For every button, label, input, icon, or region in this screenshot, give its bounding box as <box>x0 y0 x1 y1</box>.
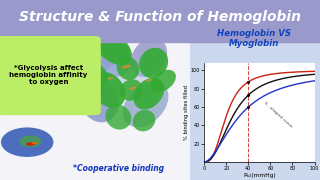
Ellipse shape <box>150 70 176 92</box>
Ellipse shape <box>131 38 167 77</box>
Ellipse shape <box>92 72 125 108</box>
Ellipse shape <box>107 77 114 80</box>
Ellipse shape <box>32 142 37 144</box>
Ellipse shape <box>19 135 42 147</box>
Text: *Cooperative binding: *Cooperative binding <box>73 164 164 173</box>
Ellipse shape <box>84 31 130 77</box>
Text: Structure & Function of Hemoglobin: Structure & Function of Hemoglobin <box>19 10 301 24</box>
Ellipse shape <box>146 79 152 81</box>
Text: S - shaped curve: S - shaped curve <box>263 101 293 128</box>
Bar <box>190 0 320 180</box>
Ellipse shape <box>102 63 147 95</box>
FancyBboxPatch shape <box>0 36 101 115</box>
Ellipse shape <box>117 57 139 80</box>
Ellipse shape <box>80 79 119 122</box>
Ellipse shape <box>139 48 168 78</box>
Ellipse shape <box>133 110 155 131</box>
Ellipse shape <box>95 32 132 65</box>
Y-axis label: % binding sites filled: % binding sites filled <box>184 85 189 140</box>
Ellipse shape <box>78 60 108 84</box>
Ellipse shape <box>123 82 168 127</box>
Ellipse shape <box>26 142 35 146</box>
Text: *Glycolysis affect
hemoglobin affinity
to oxygen: *Glycolysis affect hemoglobin affinity t… <box>10 65 88 85</box>
Circle shape <box>1 127 53 157</box>
Text: Hemoglobin VS
Myoglobin: Hemoglobin VS Myoglobin <box>217 29 292 48</box>
Ellipse shape <box>129 87 137 90</box>
FancyBboxPatch shape <box>0 0 320 43</box>
Ellipse shape <box>120 79 142 101</box>
X-axis label: Pₒ₂(mmHg): Pₒ₂(mmHg) <box>243 173 276 177</box>
Ellipse shape <box>133 78 164 110</box>
Ellipse shape <box>106 104 131 130</box>
Ellipse shape <box>122 65 131 68</box>
